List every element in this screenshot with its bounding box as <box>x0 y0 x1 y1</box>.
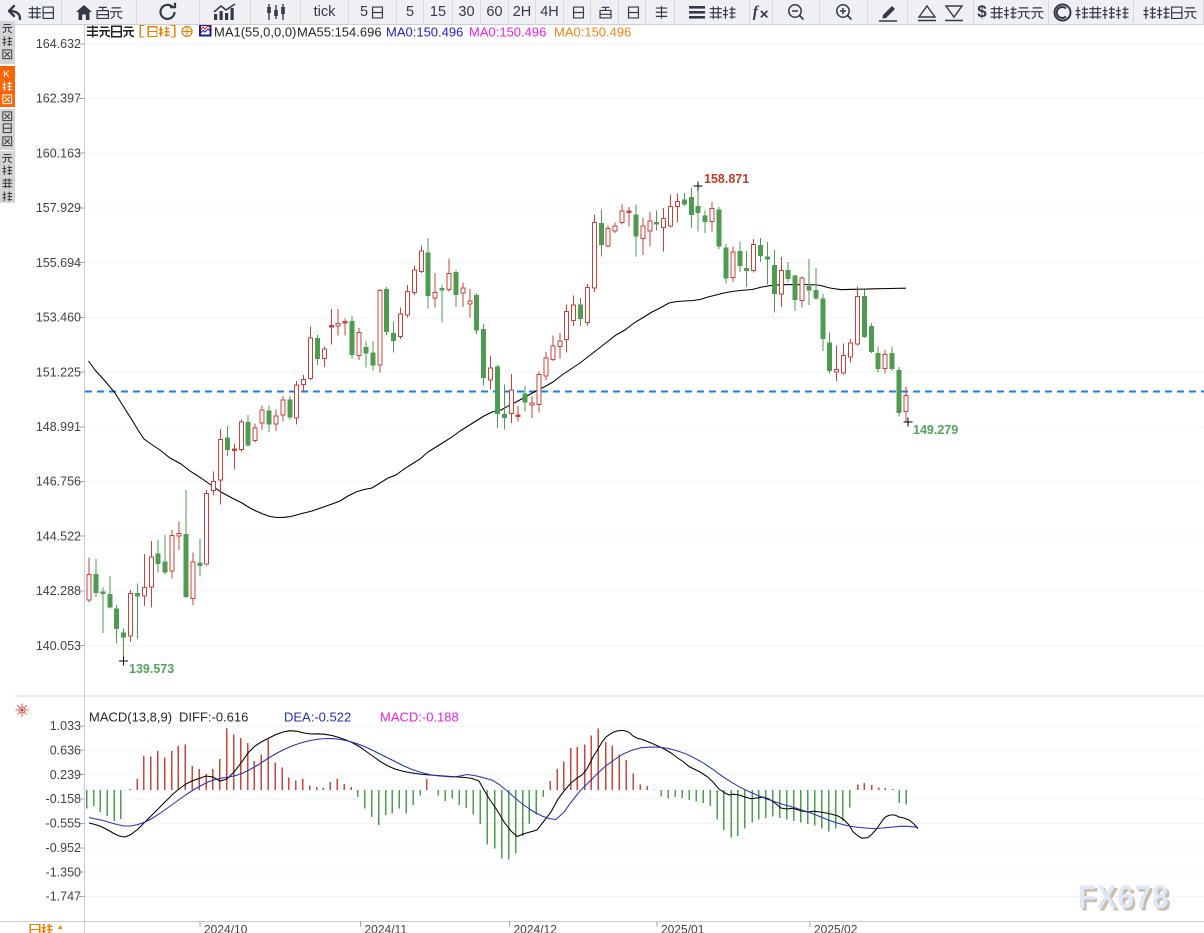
svg-text:162.397: 162.397 <box>36 92 81 106</box>
svg-text:157.929: 157.929 <box>36 201 81 215</box>
svg-text:2024/11: 2024/11 <box>365 923 408 933</box>
svg-text:139.573: 139.573 <box>129 662 174 676</box>
svg-text:MA0:150.496: MA0:150.496 <box>469 25 546 40</box>
svg-text:160.163: 160.163 <box>36 146 81 160</box>
svg-text:155.694: 155.694 <box>36 256 81 270</box>
svg-text:-1.747: -1.747 <box>46 890 81 904</box>
svg-text:148.991: 148.991 <box>36 420 81 434</box>
svg-text:144.522: 144.522 <box>36 529 81 543</box>
svg-text:142.288: 142.288 <box>36 584 81 598</box>
svg-text:MA1(55,0,0,0): MA1(55,0,0,0) <box>214 25 296 40</box>
svg-text:1.033: 1.033 <box>50 719 81 733</box>
svg-text:0.636: 0.636 <box>50 743 81 757</box>
svg-text:-1.350: -1.350 <box>46 865 81 879</box>
svg-text:-0.158: -0.158 <box>46 792 81 806</box>
svg-text:140.053: 140.053 <box>36 639 81 653</box>
svg-text:2024/10: 2024/10 <box>204 923 248 933</box>
svg-text:0.239: 0.239 <box>50 768 81 782</box>
svg-text:-0.952: -0.952 <box>46 841 81 855</box>
svg-text:151.225: 151.225 <box>36 365 81 379</box>
svg-text:149.279: 149.279 <box>913 423 958 437</box>
svg-text:2025/01: 2025/01 <box>661 923 705 933</box>
svg-text:✕: ✕ <box>759 7 769 21</box>
svg-text:MACD(13,8,9): MACD(13,8,9) <box>89 710 172 725</box>
svg-text:K: K <box>3 69 10 80</box>
svg-text:DIFF:-0.616: DIFF:-0.616 <box>179 710 248 725</box>
svg-text:DEA:-0.522: DEA:-0.522 <box>284 710 351 725</box>
svg-text:MA0:150.496: MA0:150.496 <box>554 25 631 40</box>
svg-text:146.756: 146.756 <box>36 475 81 489</box>
svg-text:-0.555: -0.555 <box>46 817 81 831</box>
svg-text:MACD:-0.188: MACD:-0.188 <box>380 710 459 725</box>
svg-text:153.460: 153.460 <box>36 311 81 325</box>
svg-text:2025/02: 2025/02 <box>814 923 858 933</box>
svg-text:2024/12: 2024/12 <box>514 923 558 933</box>
svg-text:MA0:150.496: MA0:150.496 <box>386 25 463 40</box>
svg-text:MA55:154.696: MA55:154.696 <box>297 25 382 40</box>
svg-text:164.632: 164.632 <box>36 37 81 51</box>
svg-text:f: f <box>753 3 760 20</box>
svg-text:FX678: FX678 <box>1078 879 1169 915</box>
svg-text:158.871: 158.871 <box>704 172 749 186</box>
svg-text:FX678: FX678 <box>1081 881 1172 917</box>
